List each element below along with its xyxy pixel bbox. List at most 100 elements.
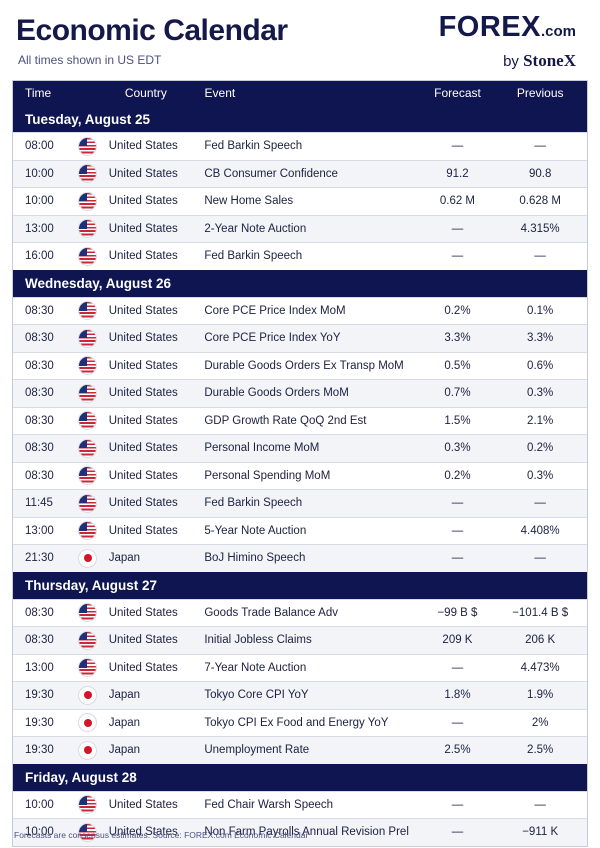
event-time: 16:00 (25, 250, 54, 263)
flag-cell (67, 165, 109, 183)
forecast-value: 3.3% (444, 332, 471, 345)
event-time: 19:30 (25, 716, 54, 729)
event-time: 08:30 (25, 442, 54, 455)
country-name: United States (108, 442, 178, 455)
event-name: Fed Barkin Speech (204, 140, 303, 153)
forecast-value: — (451, 250, 464, 263)
flag-cell (67, 604, 109, 622)
event-name: 2-Year Note Auction (204, 222, 307, 235)
country-name: United States (108, 250, 178, 263)
forecast-value: 91.2 (446, 167, 469, 180)
previous-value: 2.5% (527, 744, 554, 757)
brand-name: FOREX.com (439, 12, 576, 47)
forecast-value: 0.5% (444, 359, 471, 372)
japan-flag-icon (79, 686, 97, 704)
country-name: United States (108, 798, 178, 811)
event-time: 08:30 (25, 606, 54, 619)
previous-value: — (534, 250, 546, 263)
event-time: 08:00 (25, 140, 54, 153)
country-name: Japan (108, 552, 141, 565)
previous-value: 4.315% (520, 222, 560, 235)
flag-cell (67, 384, 109, 402)
event-time: 19:30 (25, 689, 54, 702)
previous-value: 0.6% (527, 359, 554, 372)
event-name: Non Farm Payrolls Annual Revision Prel (204, 826, 409, 839)
day-header: Friday, August 28 (13, 763, 587, 791)
page-title: Economic Calendar (16, 14, 288, 47)
event-time: 08:30 (25, 634, 54, 647)
previous-value: −911 K (522, 826, 559, 839)
flag-cell (67, 659, 109, 677)
country-name: United States (108, 304, 178, 317)
forecast-value: 1.5% (444, 414, 471, 427)
timezone-note: All times shown in US EDT (18, 53, 162, 67)
flag-cell (67, 439, 109, 457)
forecast-value: — (451, 826, 464, 839)
flag-cell (67, 631, 109, 649)
table-row: 10:00 United States Fed Chair Warsh Speech… (13, 790, 587, 819)
previous-value: 0.2% (527, 442, 554, 455)
flag-cell (67, 137, 109, 155)
country-name: United States (108, 414, 178, 427)
country-name: United States (108, 387, 178, 400)
event-time: 08:30 (25, 469, 54, 482)
us-flag-icon (79, 659, 97, 677)
column-header-forecast: Forecast (434, 86, 481, 100)
country-name: United States (108, 359, 178, 372)
event-name: Core PCE Price Index MoM (204, 304, 346, 317)
event-name: CB Consumer Confidence (204, 167, 338, 180)
brand-byline: by StoneX (439, 51, 576, 71)
us-flag-icon (79, 357, 97, 375)
previous-value: 0.1% (527, 304, 554, 317)
previous-value: 4.408% (520, 524, 560, 537)
us-flag-icon (79, 247, 97, 265)
table-row: 08:30 United States Goods Trade Balance Ad… (13, 598, 587, 627)
day-header: Thursday, August 27 (13, 571, 587, 599)
event-name: New Home Sales (204, 195, 294, 208)
column-header-previous: Previous (516, 86, 564, 100)
us-flag-icon (79, 384, 97, 402)
us-flag-icon (79, 467, 97, 485)
flag-cell (67, 467, 109, 485)
event-time: 19:30 (25, 744, 54, 757)
flag-cell (67, 247, 109, 265)
event-name: Unemployment Rate (204, 744, 310, 757)
page-header: Economic Calendar All times shown in US … (0, 0, 600, 80)
flag-cell (67, 357, 109, 375)
previous-value: 1.9% (527, 689, 554, 702)
forecast-value: — (451, 222, 464, 235)
previous-value: 2% (531, 716, 549, 729)
country-name: Japan (108, 689, 141, 702)
us-flag-icon (79, 192, 97, 210)
table-row: 10:00 United States Non Farm Payrolls Annu… (13, 818, 587, 846)
flag-cell (67, 686, 109, 704)
event-name: Personal Income MoM (204, 442, 320, 455)
forecast-value: — (451, 497, 464, 510)
event-time: 13:00 (25, 661, 54, 674)
table-row: 10:00 United States New Home Sales 0.62 M 0.… (13, 187, 587, 215)
event-name: 5-Year Note Auction (204, 524, 307, 537)
flag-cell (67, 412, 109, 430)
forecast-value: 0.7% (444, 387, 471, 400)
table-row: 13:00 United States 2-Year Note Auction — 4.… (13, 214, 587, 242)
flag-cell (67, 329, 109, 347)
flag-cell (67, 741, 109, 759)
table-row: 08:30 United States GDP Growth Rate QoQ 2n… (13, 406, 587, 435)
previous-value: 2.1% (527, 414, 554, 427)
flag-cell (67, 796, 109, 814)
event-name: Initial Jobless Claims (204, 634, 312, 647)
previous-value: — (534, 497, 546, 510)
event-time: 10:00 (25, 195, 54, 208)
flag-cell (67, 823, 109, 841)
forecast-value: 0.2% (444, 304, 471, 317)
day-header: Tuesday, August 25 (13, 105, 587, 132)
country-name: United States (108, 524, 178, 537)
table-row: 11:45 United States Fed Barkin Speech — — (13, 489, 587, 517)
previous-value: — (534, 798, 546, 811)
japan-flag-icon (79, 741, 97, 759)
previous-value: 0.628 M (519, 195, 561, 208)
country-name: United States (108, 469, 178, 482)
brand-by: by (503, 53, 519, 70)
us-flag-icon (79, 329, 97, 347)
japan-flag-icon (79, 549, 97, 567)
